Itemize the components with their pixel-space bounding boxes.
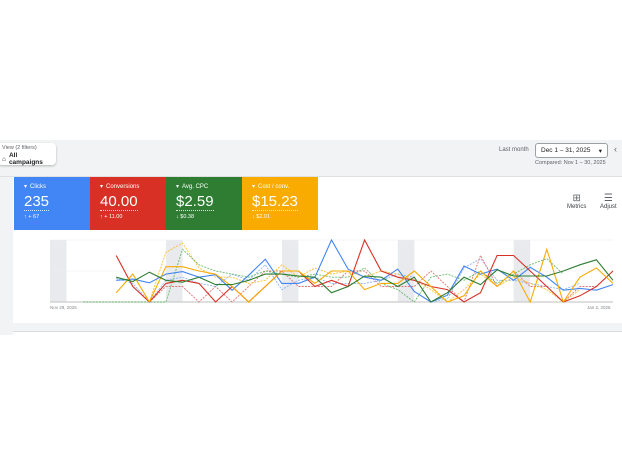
metric-delta: $0.38 bbox=[180, 214, 195, 220]
home-icon: ⌂ bbox=[2, 155, 6, 163]
metrics-icon: ⊞ bbox=[572, 193, 581, 204]
metric-tile-avg-cpc[interactable]: ▾ Avg. CPC $2.59 ↓ $0.38 bbox=[166, 177, 242, 230]
date-preset: Last month bbox=[499, 147, 529, 153]
metric-value: 40.00 bbox=[100, 193, 138, 211]
metric-delta: + 11.00 bbox=[104, 214, 123, 220]
caret-down-icon[interactable]: ▾ bbox=[100, 184, 104, 190]
compared-range: Compared: Nov 1 – 30, 2025 bbox=[535, 160, 606, 166]
x-axis-end-label: Jan 2, 2026 bbox=[587, 305, 611, 310]
metric-name: Clicks bbox=[30, 183, 47, 190]
series-line-cost-conv- bbox=[116, 259, 614, 303]
series-line-conversions bbox=[115, 238, 614, 303]
next-card bbox=[13, 331, 622, 341]
metric-tile-conversions[interactable]: ▾ Conversions 40.00 ↑ + 11.00 bbox=[90, 177, 166, 230]
arrow-up-icon: ↑ bbox=[24, 214, 27, 220]
adjust-button[interactable]: ☰ Adjust bbox=[600, 193, 617, 210]
arrow-down-icon: ↓ bbox=[252, 214, 255, 220]
metric-tile-clicks[interactable]: ▾ Clicks 235 ↑ + 67 bbox=[14, 177, 90, 230]
metrics-label: Metrics bbox=[567, 204, 587, 210]
metric-name: Avg. CPC bbox=[182, 183, 209, 190]
adjust-icon: ☰ bbox=[603, 193, 613, 204]
metric-name: Conversions bbox=[106, 183, 140, 190]
date-range-picker[interactable]: Dec 1 – 31, 2025 ▾ bbox=[535, 143, 608, 158]
caret-down-icon: ▾ bbox=[598, 148, 602, 155]
metric-tile-cost-conv-[interactable]: ▾ Cost / conv. $15.23 ↓ $2.01 bbox=[242, 177, 318, 230]
metrics-button[interactable]: ⊞ Metrics bbox=[567, 193, 586, 210]
view-value: All campaigns bbox=[8, 152, 43, 166]
metric-delta: + 67 bbox=[28, 214, 40, 220]
view-label: View (2 filters) bbox=[2, 145, 37, 151]
arrow-up-icon: ↑ bbox=[100, 214, 103, 220]
series-line-clicks-compared- bbox=[116, 258, 581, 303]
metric-delta: $2.01 bbox=[256, 214, 271, 220]
chevron-left-icon[interactable]: ‹ bbox=[614, 144, 617, 154]
caret-down-icon[interactable]: ▾ bbox=[24, 184, 28, 190]
view-filter-button[interactable]: View (2 filters) ⌂ All campaigns bbox=[0, 143, 56, 166]
adjust-label: Adjust bbox=[600, 204, 617, 210]
metric-value: $2.59 bbox=[176, 193, 214, 211]
metric-value: 235 bbox=[24, 193, 50, 211]
caret-down-icon[interactable]: ▾ bbox=[252, 184, 256, 190]
series-line-avg-cpc bbox=[115, 247, 614, 304]
x-axis-start-label: Nov 29, 2025 bbox=[50, 305, 77, 310]
date-range: Dec 1 – 31, 2025 bbox=[541, 147, 591, 154]
caret-down-icon[interactable]: ▾ bbox=[176, 184, 180, 190]
metric-name: Cost / conv. bbox=[258, 183, 290, 190]
arrow-down-icon: ↓ bbox=[176, 214, 179, 220]
divider bbox=[0, 176, 622, 177]
metric-value: $15.23 bbox=[252, 193, 298, 211]
